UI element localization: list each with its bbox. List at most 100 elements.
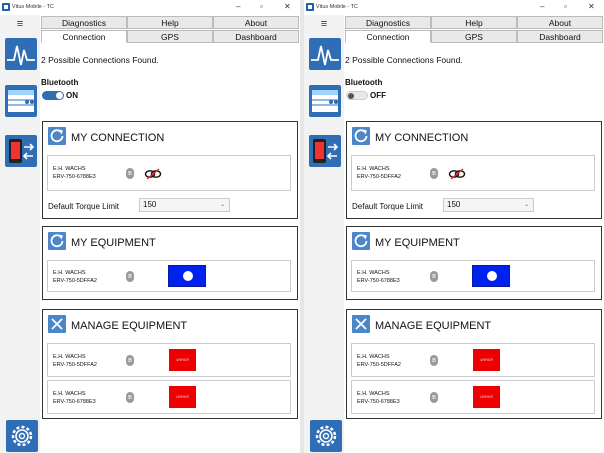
device-manufacturer: E.H. WACHS <box>53 354 86 360</box>
bluetooth-icon: ʙ <box>126 168 134 179</box>
list-item: E.H. WACHS ERV-750-6788E3 ʙ UNPAIR <box>47 380 291 414</box>
disconnect-link-icon[interactable] <box>144 168 162 180</box>
equipment-device-row: E.H. WACHS ERV-750-6788E3 ʙ <box>351 260 595 292</box>
tab-gps[interactable]: GPS <box>431 30 517 43</box>
bluetooth-icon: ʙ <box>430 355 438 366</box>
device-serial: ERV-750-6788E3 <box>357 278 400 284</box>
sidebar: ≡ <box>304 15 344 453</box>
list-item: E.H. WACHS ERV-750-5DFFA2 ʙ UNPAIR <box>351 343 595 377</box>
torque-limit-value: 150 <box>143 200 157 209</box>
device-manufacturer: E.H. WACHS <box>357 391 390 397</box>
minimize-button[interactable]: – <box>540 2 545 11</box>
nav-connection-phone-icon[interactable] <box>309 135 341 167</box>
bluetooth-icon: ʙ <box>126 392 134 403</box>
device-manufacturer: E.H. WACHS <box>53 166 86 172</box>
chevron-down-icon: ⌄ <box>219 202 225 208</box>
bluetooth-label: Bluetooth <box>345 78 383 87</box>
settings-gear-icon[interactable] <box>310 420 342 452</box>
tab-bar: Diagnostics Help About Connection GPS Da… <box>41 16 299 44</box>
hamburger-menu-icon[interactable]: ≡ <box>16 18 24 30</box>
device-serial: ERV-750-6788E3 <box>357 399 400 405</box>
manage-equipment-section: MANAGE EQUIPMENT E.H. WACHS ERV-750-5DFF… <box>346 309 602 419</box>
device-serial: ERV-750-5DFFA2 <box>53 362 97 368</box>
my-equipment-title: MY EQUIPMENT <box>375 237 460 249</box>
bluetooth-icon: ʙ <box>126 355 134 366</box>
refresh-icon[interactable] <box>352 127 370 145</box>
unpair-button[interactable]: UNPAIR <box>169 349 196 371</box>
device-serial: ERV-750-6788E3 <box>53 399 96 405</box>
device-manufacturer: E.H. WACHS <box>53 391 86 397</box>
nav-diagnostics-pulse-icon[interactable] <box>5 38 37 70</box>
tab-dashboard[interactable]: Dashboard <box>213 30 299 43</box>
nav-dashboard-grid-icon[interactable] <box>5 85 37 117</box>
tab-help[interactable]: Help <box>127 16 213 29</box>
connected-device-row: E.H. WACHS ERV-750-5DFFA2 ʙ <box>351 155 595 191</box>
my-equipment-section: MY EQUIPMENT E.H. WACHS ERV-750-5DFFA2 ʙ <box>42 226 298 300</box>
minimize-button[interactable]: – <box>236 2 241 11</box>
sidebar: ≡ <box>0 15 40 453</box>
my-connection-title: MY CONNECTION <box>71 132 165 144</box>
device-serial: ERV-750-6788E3 <box>53 174 96 180</box>
bluetooth-icon: ʙ <box>430 168 438 179</box>
bluetooth-toggle[interactable] <box>42 91 64 100</box>
close-button[interactable]: ✕ <box>588 2 595 11</box>
maximize-button[interactable]: ▫ <box>564 2 567 11</box>
torque-limit-label: Default Torque Limit <box>352 202 423 211</box>
unpair-button[interactable]: UNPAIR <box>473 349 500 371</box>
tab-connection[interactable]: Connection <box>41 30 127 43</box>
tab-about[interactable]: About <box>213 16 299 29</box>
unpair-button[interactable]: UNPAIR <box>473 386 500 408</box>
window-title: Vitus Mobile - TC <box>316 4 358 10</box>
app-window-bluetooth-off: Vitus Mobile - TC – ▫ ✕ ≡ Diagnostics He… <box>304 0 604 453</box>
refresh-icon[interactable] <box>352 232 370 250</box>
device-manufacturer: E.H. WACHS <box>357 270 390 276</box>
bluetooth-icon: ʙ <box>430 392 438 403</box>
bluetooth-state: OFF <box>370 91 386 100</box>
device-serial: ERV-750-5DFFA2 <box>357 174 401 180</box>
torque-limit-value: 150 <box>447 200 461 209</box>
nav-diagnostics-pulse-icon[interactable] <box>309 38 341 70</box>
manage-equipment-title: MANAGE EQUIPMENT <box>71 320 188 332</box>
bluetooth-state: ON <box>66 91 78 100</box>
tab-dashboard[interactable]: Dashboard <box>517 30 603 43</box>
nav-dashboard-grid-icon[interactable] <box>309 85 341 117</box>
tab-gps[interactable]: GPS <box>127 30 213 43</box>
tab-about[interactable]: About <box>517 16 603 29</box>
screen-divider <box>300 0 304 453</box>
connect-toggle-button[interactable] <box>472 265 510 287</box>
tab-connection[interactable]: Connection <box>345 30 431 43</box>
bluetooth-icon: ʙ <box>126 271 134 282</box>
tab-diagnostics[interactable]: Diagnostics <box>41 16 127 29</box>
device-serial: ERV-750-5DFFA2 <box>53 278 97 284</box>
settings-gear-icon[interactable] <box>6 420 38 452</box>
manage-equipment-section: MANAGE EQUIPMENT E.H. WACHS ERV-750-5DFF… <box>42 309 298 419</box>
device-manufacturer: E.H. WACHS <box>357 354 390 360</box>
close-button[interactable]: ✕ <box>284 2 291 11</box>
title-bar: Vitus Mobile - TC – ▫ ✕ <box>304 0 604 15</box>
connected-device-row: E.H. WACHS ERV-750-6788E3 ʙ <box>47 155 291 191</box>
connect-toggle-button[interactable] <box>168 265 206 287</box>
close-icon[interactable] <box>352 315 370 333</box>
list-item: E.H. WACHS ERV-750-5DFFA2 ʙ UNPAIR <box>47 343 291 377</box>
tab-diagnostics[interactable]: Diagnostics <box>345 16 431 29</box>
device-manufacturer: E.H. WACHS <box>357 166 390 172</box>
my-equipment-title: MY EQUIPMENT <box>71 237 156 249</box>
bluetooth-toggle[interactable] <box>346 91 368 100</box>
bluetooth-icon: ʙ <box>430 271 438 282</box>
maximize-button[interactable]: ▫ <box>260 2 263 11</box>
nav-connection-phone-icon[interactable] <box>5 135 37 167</box>
chevron-down-icon: ⌄ <box>523 202 529 208</box>
my-connection-title: MY CONNECTION <box>375 132 469 144</box>
disconnect-link-icon[interactable] <box>448 168 466 180</box>
torque-limit-select[interactable]: 150 ⌄ <box>443 198 534 212</box>
refresh-icon[interactable] <box>48 127 66 145</box>
unpair-button[interactable]: UNPAIR <box>169 386 196 408</box>
torque-limit-select[interactable]: 150 ⌄ <box>139 198 230 212</box>
my-connection-section: MY CONNECTION E.H. WACHS ERV-750-5DFFA2 … <box>346 121 602 219</box>
connections-status: 2 Possible Connections Found. <box>345 55 463 65</box>
bluetooth-label: Bluetooth <box>41 78 79 87</box>
close-icon[interactable] <box>48 315 66 333</box>
tab-help[interactable]: Help <box>431 16 517 29</box>
hamburger-menu-icon[interactable]: ≡ <box>320 18 328 30</box>
refresh-icon[interactable] <box>48 232 66 250</box>
